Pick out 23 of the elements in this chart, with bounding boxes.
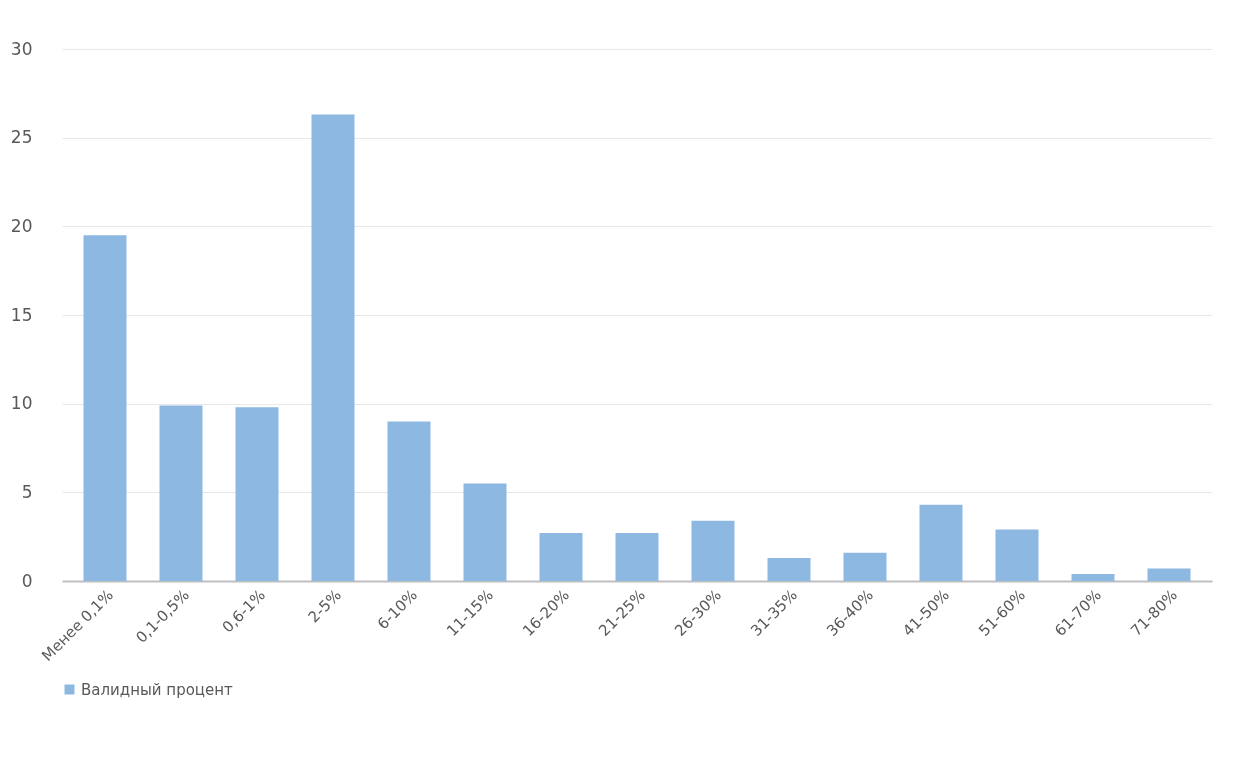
bar — [463, 483, 507, 581]
bar — [235, 407, 279, 581]
bar — [1071, 573, 1115, 581]
y-tick-label: 10 — [10, 393, 33, 414]
bar — [919, 504, 963, 581]
bar — [691, 520, 735, 581]
legend-label: Валидный процент — [81, 680, 234, 699]
bar — [1147, 568, 1191, 581]
y-tick-label: 0 — [21, 570, 33, 591]
y-tick-label: 20 — [10, 215, 33, 236]
bar — [767, 557, 811, 581]
bar — [995, 529, 1039, 581]
bar — [539, 533, 583, 581]
bar — [387, 421, 431, 581]
y-tick-label: 5 — [21, 481, 33, 502]
y-tick-label: 15 — [10, 304, 33, 325]
bar — [159, 405, 203, 581]
bar — [311, 114, 355, 581]
bar — [615, 533, 659, 581]
y-tick-label: 30 — [10, 38, 33, 59]
bar — [83, 235, 127, 581]
bar — [843, 552, 887, 581]
y-tick-label: 25 — [10, 127, 33, 148]
